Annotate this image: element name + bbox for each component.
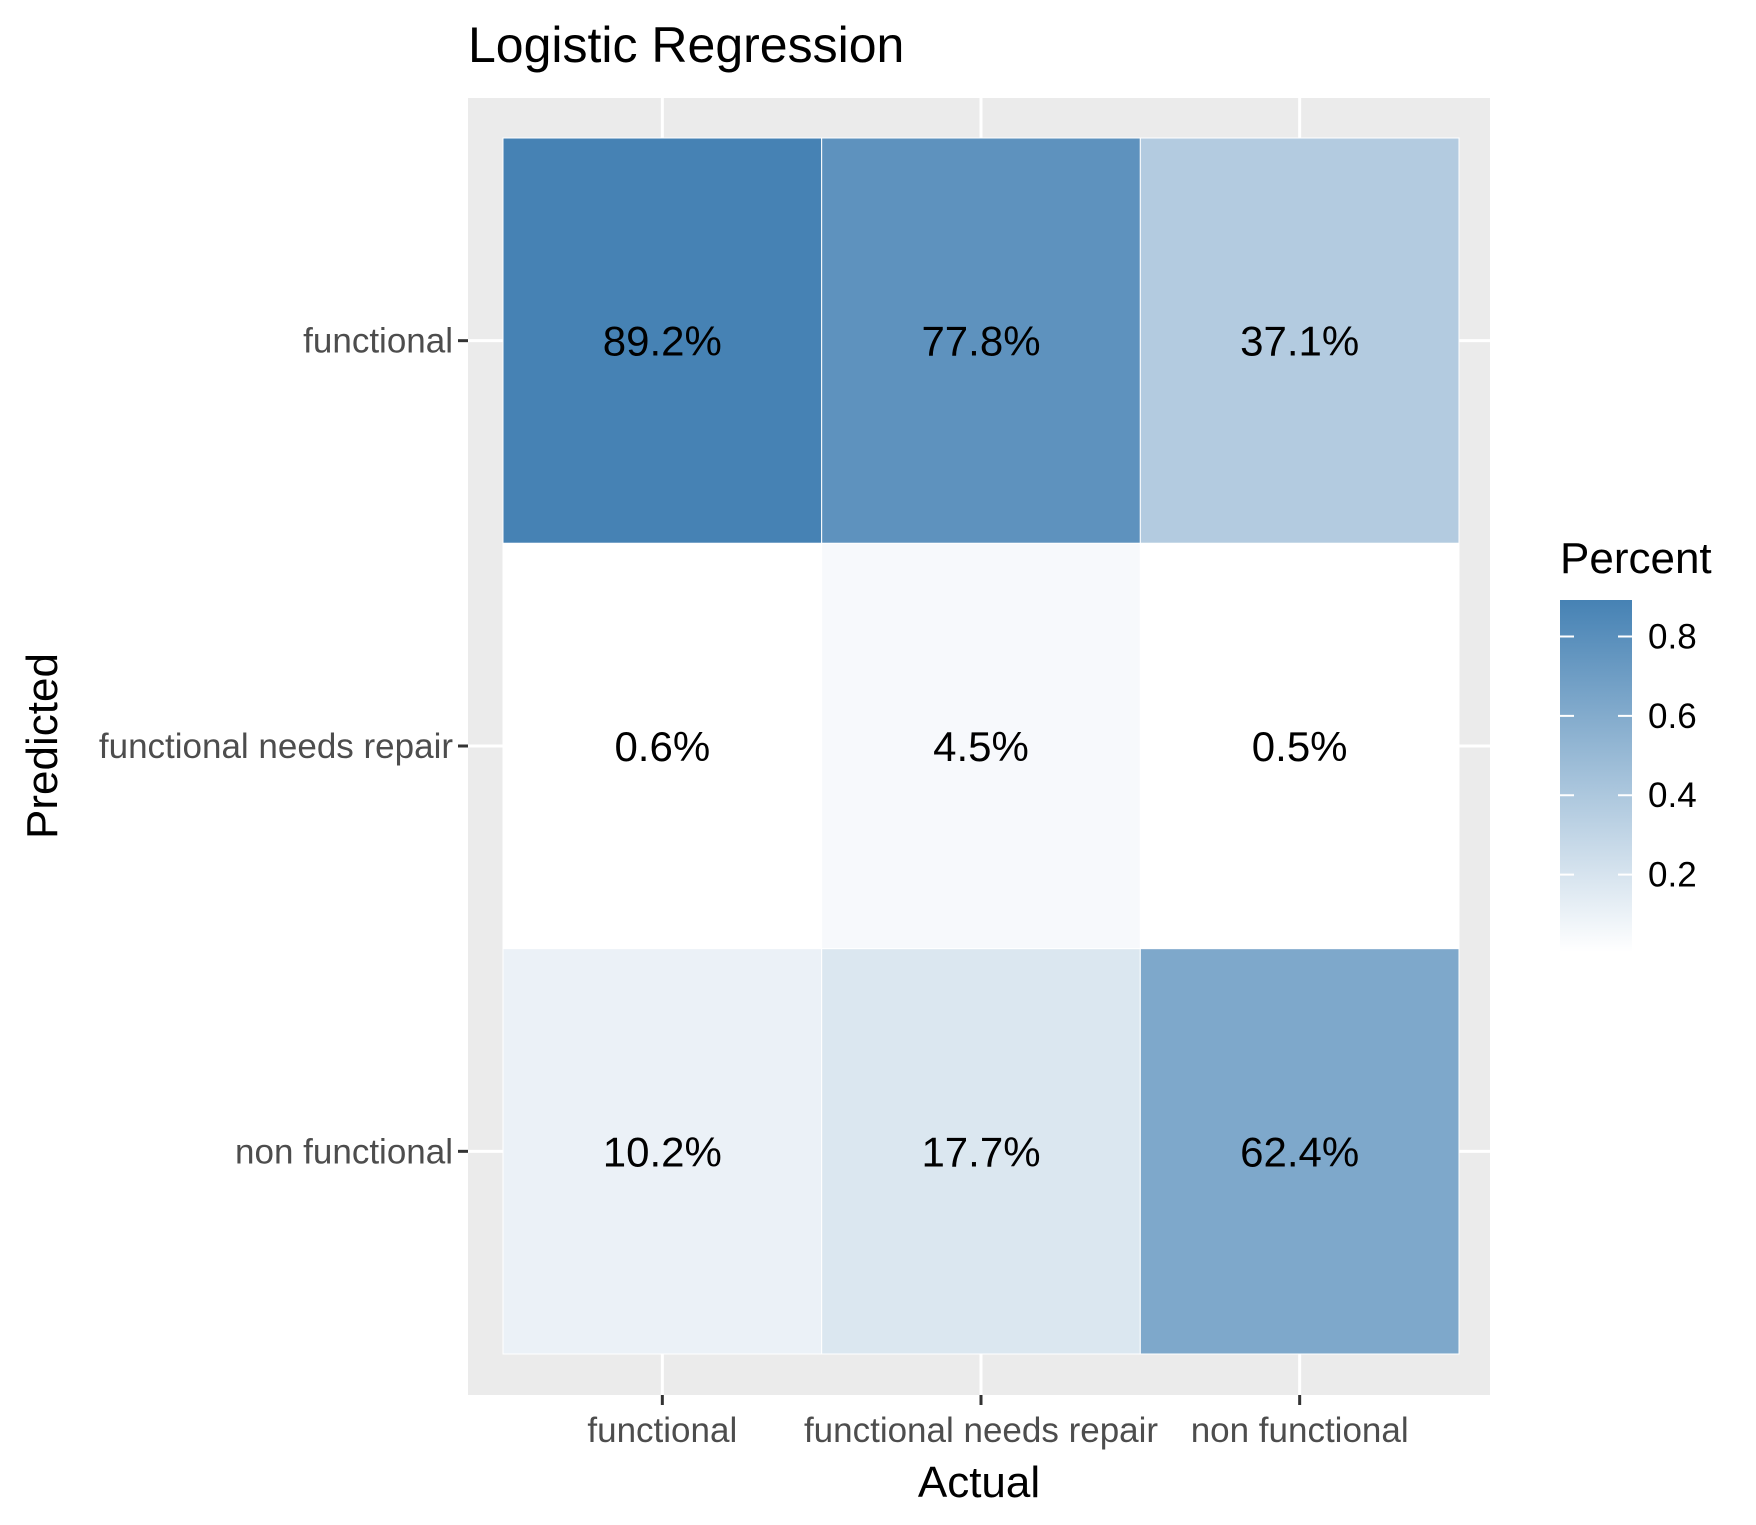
legend-colorbar (1560, 600, 1632, 952)
cell-non-functional-vs-functional-needs-repair (821, 948, 1141, 1355)
cell-functional-needs-repair-vs-non-functional (1139, 542, 1460, 950)
cell-non-functional-vs-non-functional (1139, 948, 1460, 1355)
cell-label-non-functional-vs-functional: 10.2% (603, 1128, 722, 1175)
y-tick-label-functional-needs-repair: functional needs repair (99, 727, 453, 766)
x-tick-label-non-functional: non functional (1191, 1411, 1409, 1450)
x-tick-label-functional: functional (587, 1411, 737, 1450)
legend-tick-label-2: 0.6 (1648, 697, 1697, 736)
x-tick-label-functional-needs-repair: functional needs repair (804, 1411, 1158, 1450)
cell-non-functional-vs-functional (502, 948, 823, 1355)
legend-ticks: 0.2 0.4 0.6 0.8 (1560, 618, 1697, 895)
x-axis: functional functional needs repair non fun… (587, 1395, 1409, 1450)
cell-functional-vs-non-functional (1139, 137, 1460, 544)
cell-functional-needs-repair-vs-functional (502, 542, 823, 950)
cell-functional-needs-repair-vs-functional-needs-repair (821, 542, 1141, 950)
cell-functional-vs-functional-needs-repair (821, 137, 1141, 544)
legend-title: Percent (1560, 534, 1712, 583)
cell-label-non-functional-vs-non-functional: 62.4% (1240, 1128, 1359, 1175)
cell-label-functional-vs-non-functional: 37.1% (1240, 318, 1359, 365)
legend-tick-label-0: 0.2 (1648, 856, 1697, 895)
cell-label-non-functional-vs-functional-needs-repair: 17.7% (921, 1128, 1040, 1175)
legend: Percent 0.2 0.4 0.6 0.8 (1560, 534, 1712, 952)
heatmap-cells (502, 137, 1460, 1355)
y-tick-label-functional: functional (303, 322, 453, 361)
y-tick-label-non-functional: non functional (235, 1132, 453, 1171)
legend-tick-label-3: 0.8 (1648, 618, 1697, 657)
cell-label-functional-needs-repair-vs-functional-needs-repair: 4.5% (933, 723, 1029, 770)
y-axis: functional functional needs repair non fun… (99, 322, 468, 1171)
cell-label-functional-vs-functional: 89.2% (603, 318, 722, 365)
cell-label-functional-needs-repair-vs-non-functional: 0.5% (1252, 723, 1348, 770)
x-axis-title: Actual (918, 1458, 1040, 1507)
y-axis-title: Predicted (18, 653, 67, 839)
chart-title: Logistic Regression (468, 17, 904, 73)
cell-label-functional-vs-functional-needs-repair: 77.8% (921, 318, 1040, 365)
legend-tick-label-1: 0.4 (1648, 776, 1697, 815)
cell-label-functional-needs-repair-vs-functional: 0.6% (614, 723, 710, 770)
heatmap-cell-labels: 89.2% 77.8% 37.1% 0.6% 4.5% 0.5% 10.2% 17.7% 62.… (603, 318, 1359, 1176)
